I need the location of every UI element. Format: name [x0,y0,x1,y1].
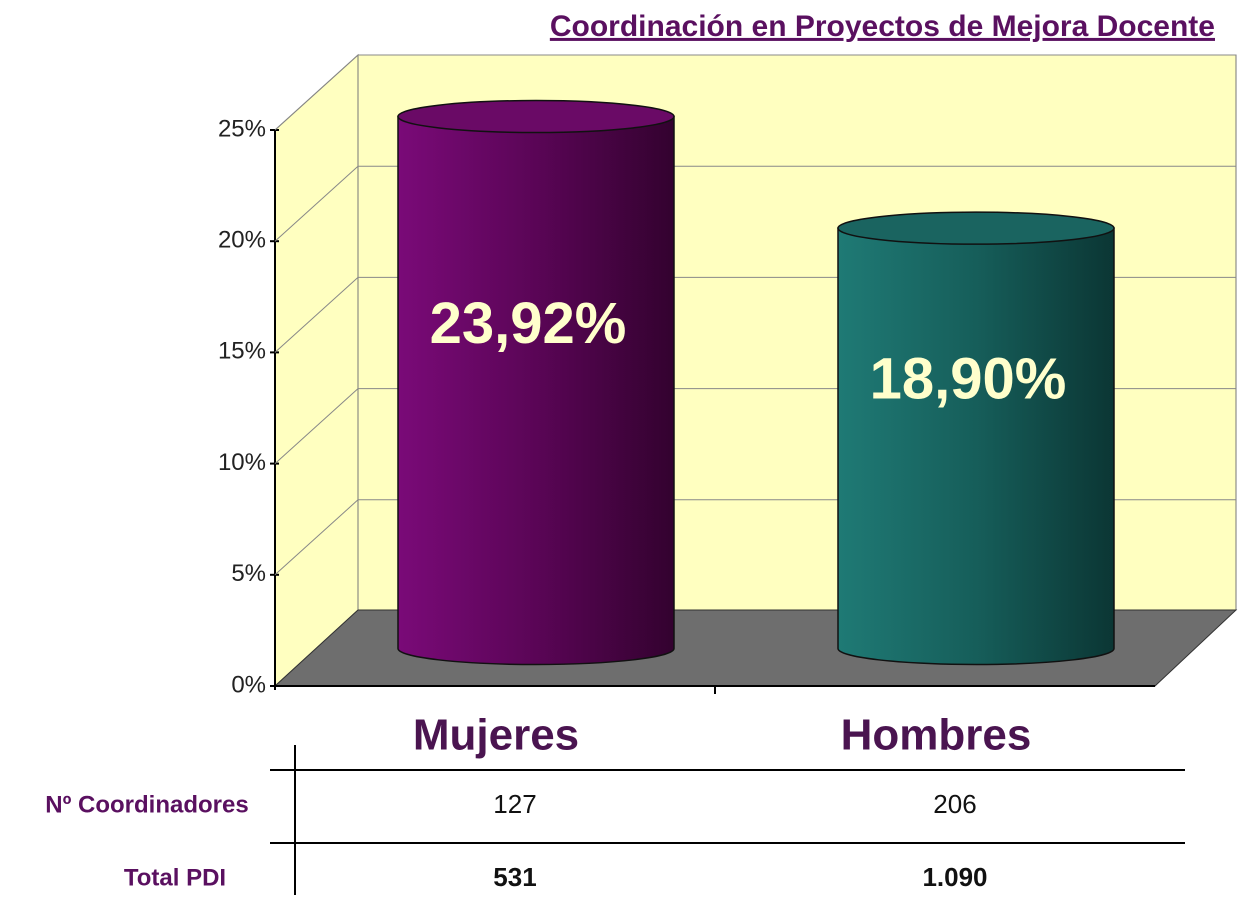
grid-line [274,388,359,464]
x-tick-label: Hombres [841,711,1032,760]
bar [837,227,1115,666]
row-label: Nº Coordinadores [45,791,248,818]
grid-line [274,277,359,353]
y-tick-label: 15% [218,338,266,365]
y-tick-label: 25% [218,115,266,142]
table-cell: 206 [933,789,976,819]
y-tick-label: 10% [218,449,266,476]
bar-top [837,211,1115,245]
x-tick-label: Mujeres [413,711,579,760]
bar-top [397,99,675,134]
side-wall [274,53,359,688]
data-label: 23,92% [430,291,627,356]
row-label: Total PDI [124,864,226,891]
table-cell: 1.090 [922,862,987,892]
chart-title: Coordinación en Proyectos de Mejora Doce… [550,10,1215,43]
grid-line [274,54,359,131]
y-tick-label: 0% [231,671,266,698]
y-tick-label: 5% [231,560,266,587]
grid-line [274,499,359,576]
table-cell: 127 [493,789,536,819]
y-tick-label: 20% [218,227,266,254]
grid-line [274,165,359,242]
table-cell: 531 [493,862,536,892]
data-label: 18,90% [870,347,1067,412]
bar [397,115,675,666]
